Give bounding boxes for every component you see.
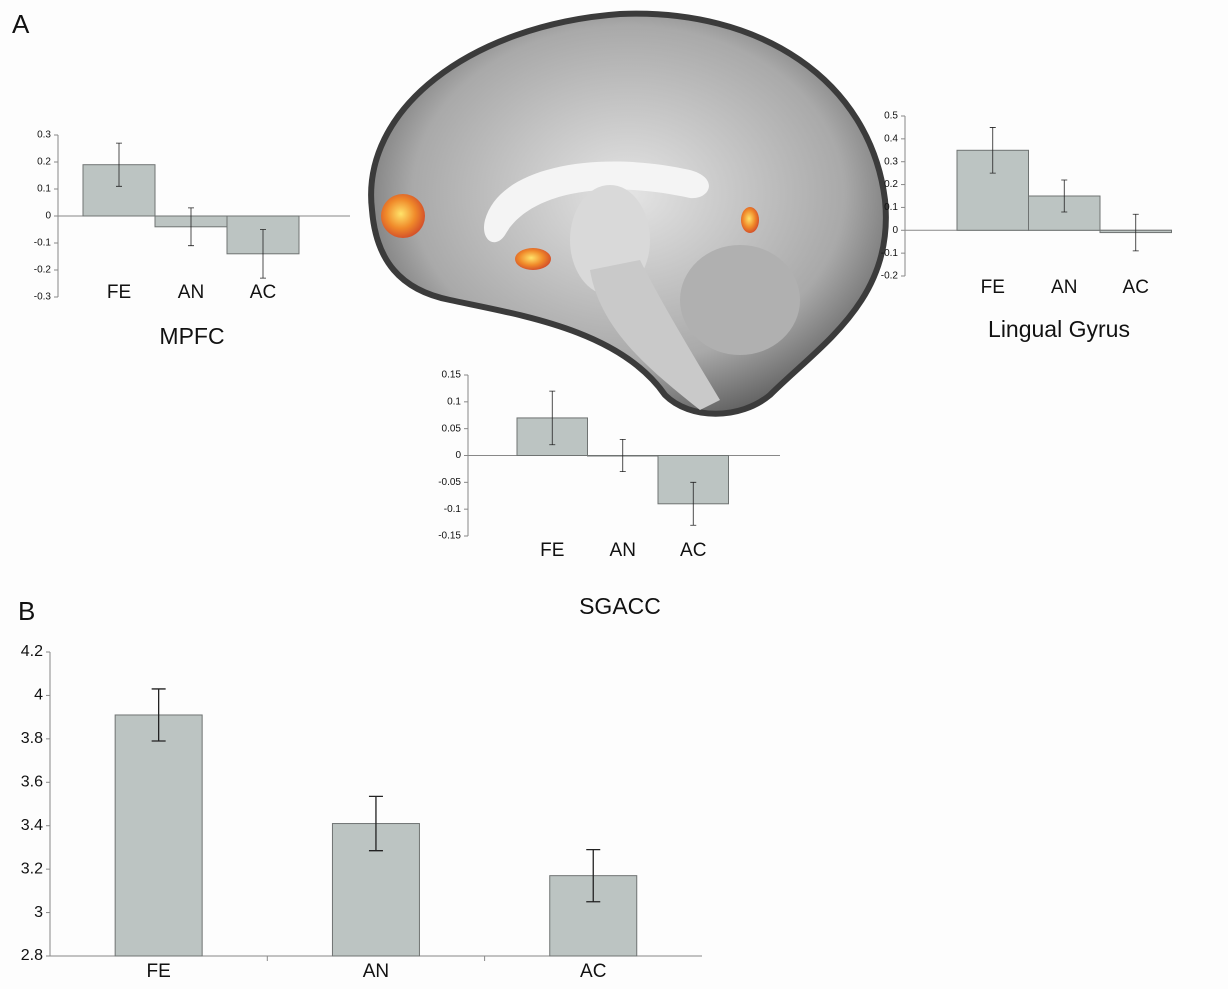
page: A B -0.3 -0.2 -0.1 0 0.1 0.2 0.3 MPFC FE AN AC -0.2… xyxy=(0,0,1228,989)
y-tick-label: 0 xyxy=(892,225,898,236)
chart-title: SGACC xyxy=(579,593,661,619)
y-tick-label: 3.2 xyxy=(21,860,43,877)
x-tick-label: AC xyxy=(680,540,706,561)
y-tick-label: 3.4 xyxy=(21,817,43,834)
y-tick-label: 0.5 xyxy=(884,111,898,122)
brain-image xyxy=(371,14,886,414)
y-tick-label: 0.15 xyxy=(442,370,462,381)
x-tick-label: FE xyxy=(147,961,171,982)
y-tick-label: -0.2 xyxy=(34,265,52,276)
y-tick-label: 3.8 xyxy=(21,730,43,747)
y-tick-label: 2.8 xyxy=(21,947,43,964)
y-tick-label: 0.2 xyxy=(37,157,51,168)
x-tick-label: AN xyxy=(363,961,389,982)
y-tick-label: -0.15 xyxy=(438,531,461,542)
x-tick-label: AC xyxy=(250,282,276,303)
y-tick-label: 0.05 xyxy=(442,423,462,434)
y-tick-label: 0.1 xyxy=(37,184,51,195)
y-tick-label: 3 xyxy=(34,904,43,921)
y-tick-label: 0.2 xyxy=(884,179,898,190)
y-tick-label: -0.3 xyxy=(34,292,52,303)
y-tick-label: -0.1 xyxy=(881,248,899,259)
bar xyxy=(115,715,202,956)
y-tick-label: 3.6 xyxy=(21,774,43,791)
x-tick-label: AN xyxy=(178,282,204,303)
y-tick-label: 0.3 xyxy=(37,130,51,141)
y-tick-label: 4 xyxy=(34,687,43,704)
y-tick-label: -0.05 xyxy=(438,477,461,488)
y-tick-label: 0 xyxy=(455,450,461,461)
x-tick-label: AC xyxy=(580,961,606,982)
y-tick-label: -0.1 xyxy=(34,238,52,249)
x-tick-label: AN xyxy=(1051,277,1077,298)
y-tick-label: 0.1 xyxy=(884,202,898,213)
chart-title: MPFC xyxy=(159,323,224,349)
y-tick-label: -0.2 xyxy=(881,271,899,282)
panel-label: A xyxy=(12,9,30,39)
x-tick-label: FE xyxy=(107,282,131,303)
x-tick-label: FE xyxy=(981,277,1005,298)
y-tick-label: -0.1 xyxy=(444,504,462,515)
y-tick-label: 0.3 xyxy=(884,156,898,167)
x-tick-label: AC xyxy=(1123,277,1149,298)
y-tick-label: 0 xyxy=(45,211,51,222)
x-tick-label: AN xyxy=(610,540,636,561)
x-tick-label: FE xyxy=(540,540,564,561)
chart-title: Lingual Gyrus xyxy=(988,316,1130,342)
panel-label: B xyxy=(18,596,35,626)
y-tick-label: 0.1 xyxy=(447,396,461,407)
y-tick-label: 4.2 xyxy=(21,643,43,660)
y-tick-label: 0.4 xyxy=(884,133,898,144)
figure: A B -0.3 -0.2 -0.1 0 0.1 0.2 0.3 MPFC FE AN AC -0.2… xyxy=(0,0,1228,984)
